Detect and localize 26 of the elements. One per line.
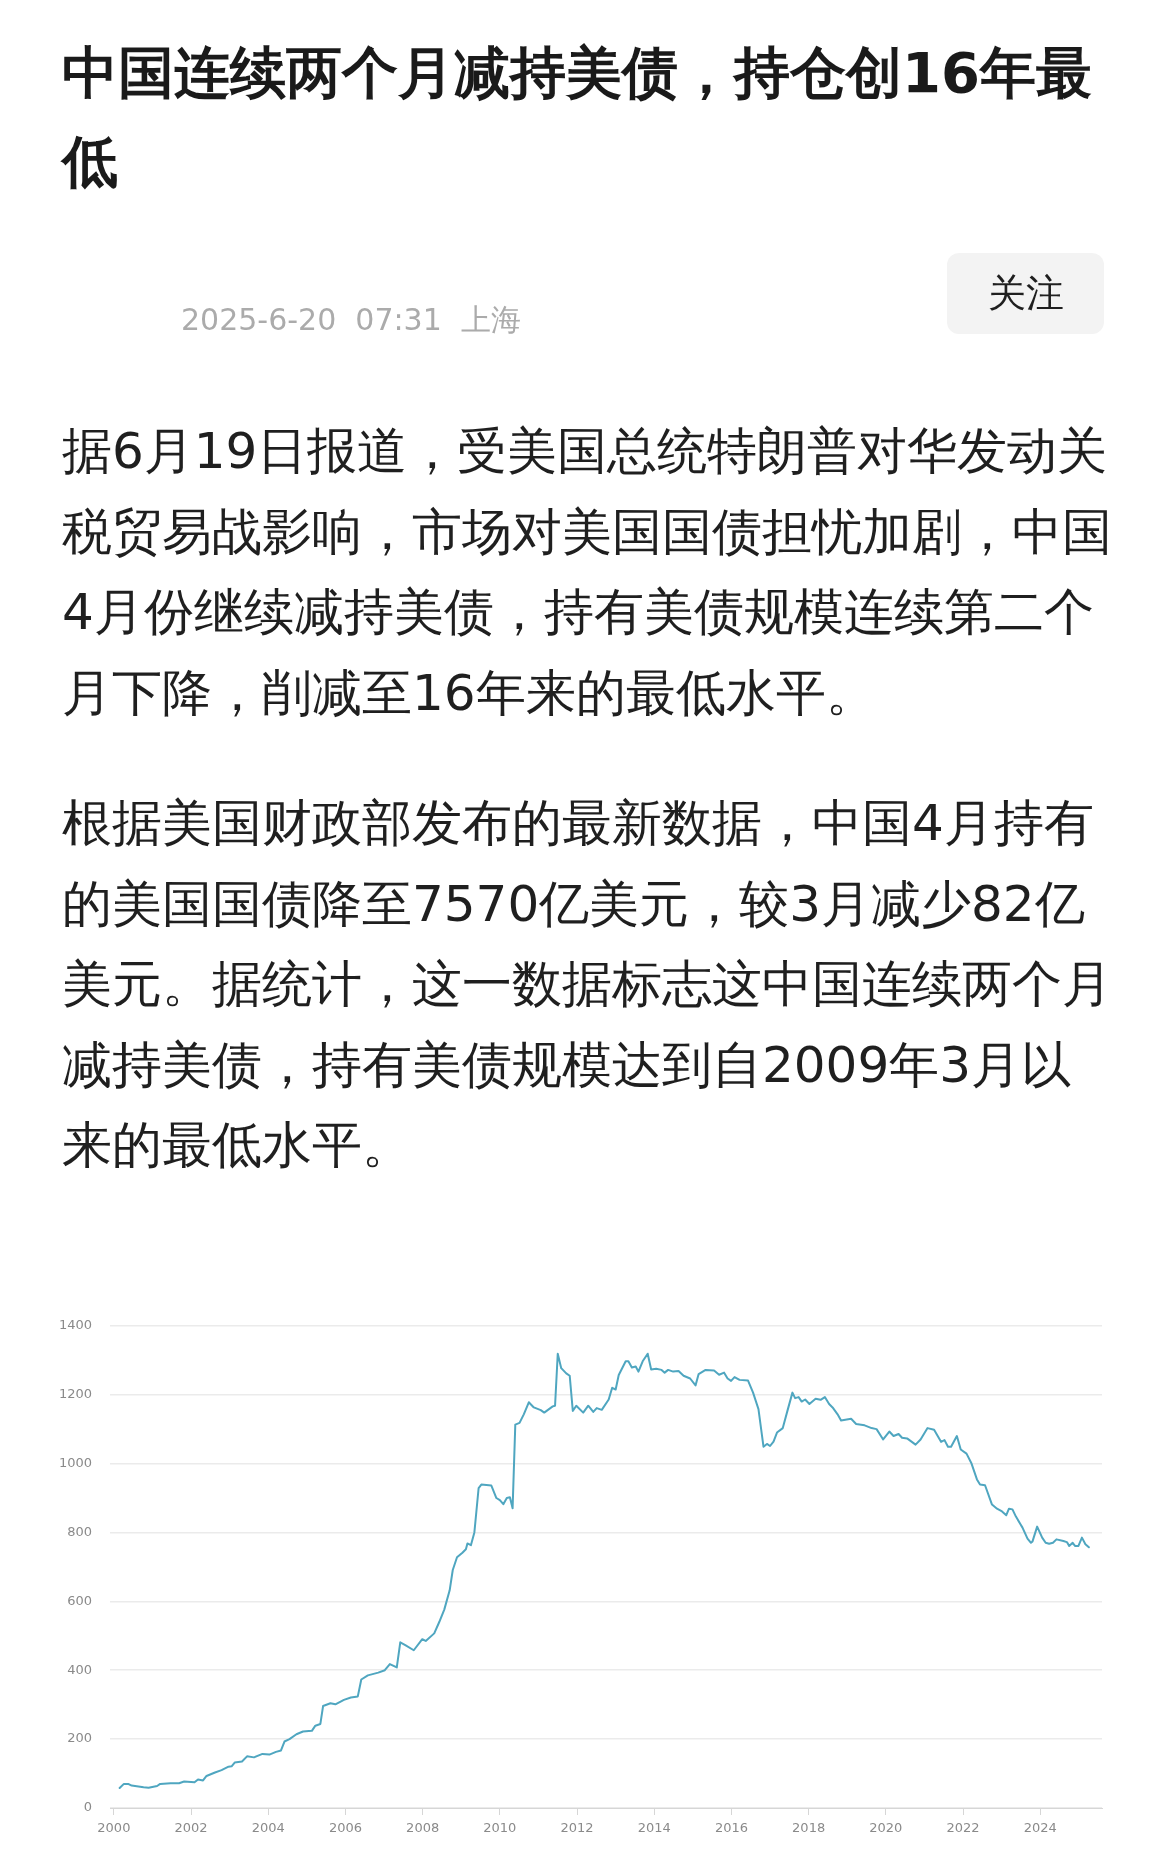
y-tick-label: 400 xyxy=(67,1661,92,1677)
y-tick-label: 0 xyxy=(83,1799,92,1815)
chart-subtitle: 2025-6-20 07:31 上海 xyxy=(181,301,521,339)
x-tick-label: 2022 xyxy=(946,1820,980,1836)
y-tick-label: 1400 xyxy=(58,1317,92,1333)
y-tick-label: 1000 xyxy=(58,1454,92,1470)
x-tick-label: 2004 xyxy=(251,1820,285,1836)
y-tick-label: 600 xyxy=(67,1592,92,1608)
x-tick-label: 2016 xyxy=(714,1820,748,1836)
x-tick-label: 2014 xyxy=(637,1820,671,1836)
y-tick-label: 800 xyxy=(67,1523,92,1539)
text: 据6月19日报道，受美国总统特朗普对华发动关税贸易战影响，市场对美国国债担忧加剧，中国4月份继续减持美债，持有美债规模连续第二个月下降，削减至16年来的最低水平。 xyxy=(62,421,1112,724)
y-tick-label: 200 xyxy=(67,1730,92,1746)
x-tick-label: 2002 xyxy=(174,1820,208,1836)
chart-title: 中国连续两个月减持美债，持仓创16年最低 xyxy=(62,39,1093,196)
x-tick-label: 2012 xyxy=(560,1820,594,1836)
x-tick-label: 2020 xyxy=(869,1820,903,1836)
x-tick-label: 2010 xyxy=(483,1820,517,1836)
follow-button[interactable]: 关注 xyxy=(947,253,1104,334)
x-tick-label: 2018 xyxy=(792,1820,826,1836)
x-tick-label: 2024 xyxy=(1023,1820,1057,1836)
x-tick-label: 2008 xyxy=(406,1820,440,1836)
y-tick-label: 1200 xyxy=(58,1386,92,1402)
x-tick-label: 2000 xyxy=(97,1820,131,1836)
x-tick-label: 2006 xyxy=(328,1820,362,1836)
text: 根据美国财政部发布的最新数据，中国4月持有的美国国债降至7570亿美元，较3月减少82亿美元。据统计，这一数据标志这中国连续两个月减持美债，持有美债规模达到自2009年3月以来的最低水平。 xyxy=(62,793,1112,1176)
